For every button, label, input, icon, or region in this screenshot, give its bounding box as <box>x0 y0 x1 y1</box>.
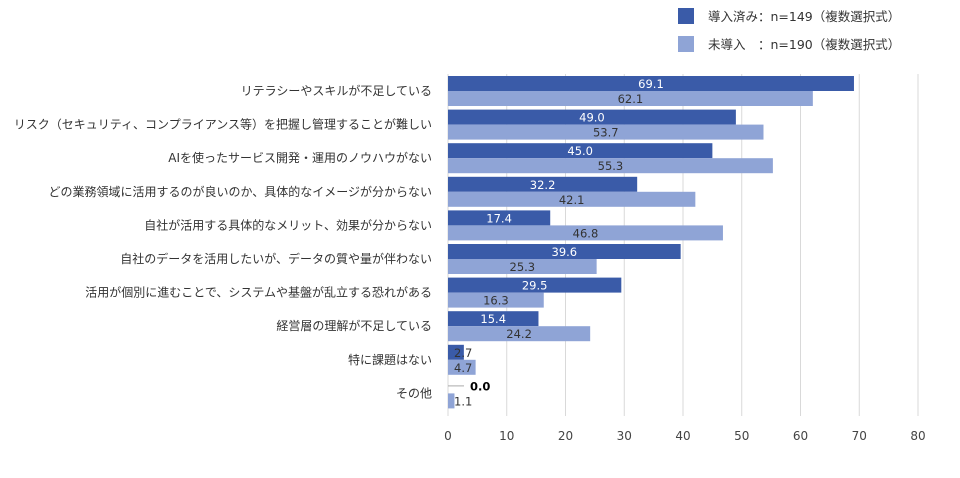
x-tick-label: 0 <box>444 429 452 443</box>
bar-not-deployed <box>448 158 773 174</box>
data-label: 46.8 <box>573 226 599 240</box>
x-tick-label: 10 <box>499 429 514 443</box>
x-tick-label: 40 <box>675 429 690 443</box>
data-label: 69.1 <box>638 77 664 91</box>
category-label: どの業務領域に活用するのが良いのか、具体的なイメージが分からない <box>48 184 432 199</box>
category-label: リスク（セキュリティ、コンプライアンス等）を把握し管理することが難しい <box>14 117 432 132</box>
legend-label: 導入済み：n=149（複数選択式） <box>708 9 900 24</box>
data-label: 2.7 <box>454 346 472 360</box>
x-tick-label: 80 <box>910 429 925 443</box>
bar-deployed <box>448 277 622 293</box>
bar-not-deployed <box>448 326 591 342</box>
bar-not-deployed <box>448 225 723 241</box>
bar-not-deployed <box>448 359 476 375</box>
category-label: その他 <box>396 386 432 400</box>
data-label: 39.6 <box>552 245 578 259</box>
data-label: 45.0 <box>567 144 593 158</box>
legend-label: 未導入 ：n=190（複数選択式） <box>708 37 900 52</box>
data-label: 0.0 <box>470 379 490 393</box>
x-tick-label: 30 <box>617 429 632 443</box>
data-label: 16.3 <box>483 294 509 308</box>
data-label: 15.4 <box>480 312 506 326</box>
bar-not-deployed <box>448 259 597 274</box>
bar-deployed <box>448 344 464 360</box>
legend-swatch <box>678 36 694 52</box>
category-label: AIを使ったサービス開発・運用のノウハウがない <box>168 150 432 165</box>
x-tick-label: 70 <box>852 429 867 443</box>
data-label: 55.3 <box>598 159 624 173</box>
bar-not-deployed <box>448 292 544 308</box>
bar-not-deployed <box>448 393 455 409</box>
bar-deployed <box>448 311 539 327</box>
category-label: 特に課題はない <box>348 352 432 367</box>
data-label: 32.2 <box>530 178 556 192</box>
data-label: 4.7 <box>454 361 472 375</box>
category-label: リテラシーやスキルが不足している <box>241 83 432 98</box>
x-tick-label: 50 <box>734 429 749 443</box>
data-label: 24.2 <box>506 327 532 341</box>
data-label: 1.1 <box>454 394 472 408</box>
category-label: 自社のデータを活用したいが、データの質や量が伴わない <box>120 251 432 266</box>
legend: 導入済み：n=149（複数選択式） 未導入 ：n=190（複数選択式） <box>678 8 900 52</box>
bar-not-deployed <box>448 124 764 140</box>
data-label: 42.1 <box>559 193 585 207</box>
data-label: 17.4 <box>486 211 512 225</box>
category-label: 経営層の理解が不足している <box>276 318 432 333</box>
category-label: 自社が活用する具体的なメリット、効果が分からない <box>144 217 432 232</box>
bar-not-deployed <box>448 91 813 106</box>
category-labels: リテラシーやスキルが不足しているリスク（セキュリティ、コンプライアンス等）を把握… <box>14 83 432 400</box>
data-label: 25.3 <box>510 260 536 274</box>
bar-deployed <box>448 244 681 259</box>
bar-not-deployed <box>448 191 696 207</box>
bar-deployed <box>448 143 713 159</box>
bar-deployed <box>448 210 551 226</box>
x-tick-label: 60 <box>793 429 808 443</box>
bars: 69.162.1 49.053.745.0 55.3 32.242.1 17.4 46.8… <box>448 76 854 409</box>
x-tick-label: 20 <box>558 429 573 443</box>
bar-deployed <box>448 76 854 91</box>
legend-swatch <box>678 8 694 24</box>
bar-deployed <box>448 176 638 192</box>
data-label: 29.5 <box>522 279 548 293</box>
category-label: 活用が個別に進むことで、システムや基盤が乱立する恐れがある <box>85 285 432 300</box>
data-label: 53.7 <box>593 126 619 140</box>
x-tick-labels: 0 10 20 30 40 50 60 70 80 <box>444 429 925 443</box>
data-label: 49.0 <box>579 111 605 125</box>
data-label: 62.1 <box>618 92 644 106</box>
bar-deployed <box>448 109 736 125</box>
